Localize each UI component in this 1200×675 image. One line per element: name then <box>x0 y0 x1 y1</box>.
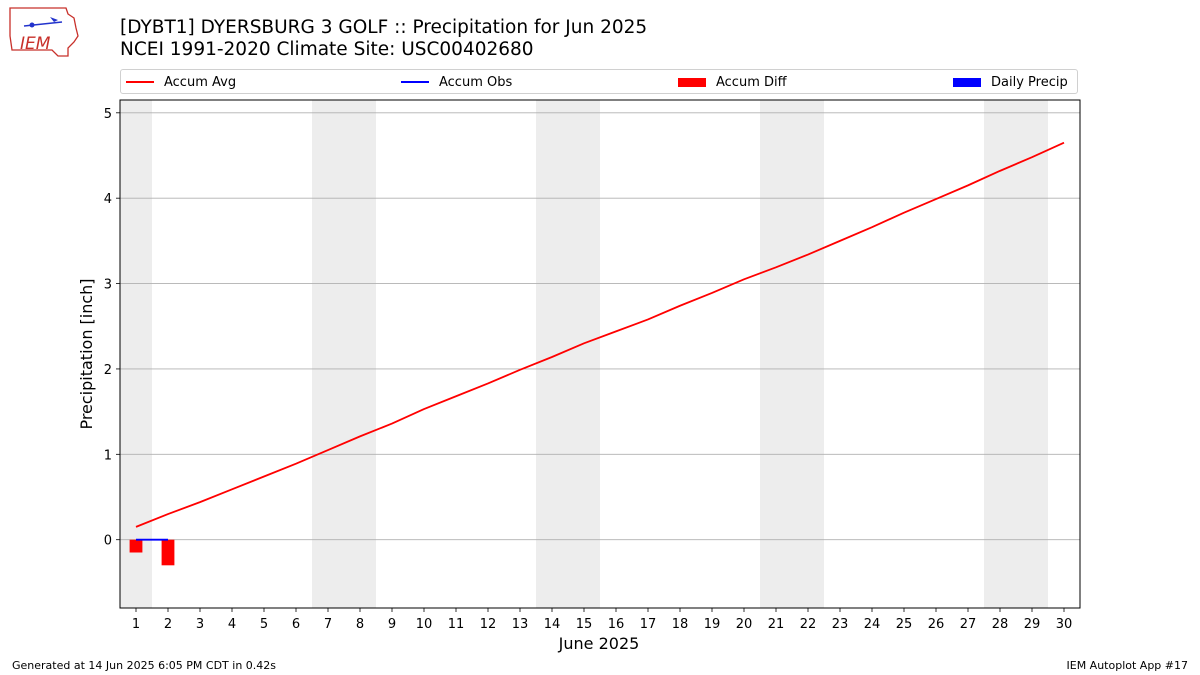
x-tick-label-28: 28 <box>992 617 1009 632</box>
x-axis-ticks: 1 2 3 4 5 6 7 8 9 10 11 12 13 14 15 16 17 18 19 20 21 22 23 24 2… <box>132 608 1072 632</box>
line-series <box>135 141 1065 541</box>
legend-item-accum-obs: Accum Obs <box>401 73 512 91</box>
chart-title-line2: NCEI 1991-2020 Climate Site: USC00402680 <box>120 39 534 60</box>
bar-accum-diff-day-2 <box>161 539 175 566</box>
legend-swatch-daily-precip <box>953 77 981 87</box>
legend-swatch-accum-obs <box>401 81 429 83</box>
x-tick-label-16: 16 <box>608 617 625 632</box>
x-tick-label-6: 6 <box>292 617 300 632</box>
weekend-band-1 <box>120 100 152 608</box>
x-tick-label-13: 13 <box>512 617 529 632</box>
weekend-shading <box>120 100 1048 608</box>
legend-label-accum-obs: Accum Obs <box>439 74 513 90</box>
x-tick-label-11: 11 <box>448 617 465 632</box>
chart-legend: Accum Avg Accum Obs Accum Diff Daily Pre… <box>120 69 1078 94</box>
x-tick-label-2: 2 <box>164 617 172 632</box>
weekend-band-3 <box>536 100 600 608</box>
x-tick-label-17: 17 <box>640 617 657 632</box>
x-tick-label-18: 18 <box>672 617 689 632</box>
bar-accum-diff-day-1 <box>129 539 143 553</box>
x-tick-label-3: 3 <box>196 617 204 632</box>
x-tick-label-4: 4 <box>228 617 236 632</box>
x-tick-label-22: 22 <box>800 617 817 632</box>
logo-text: IEM <box>20 34 51 54</box>
y-tick-label-4: 4 <box>104 192 112 207</box>
x-tick-label-30: 30 <box>1056 617 1073 632</box>
x-tick-label-8: 8 <box>356 617 364 632</box>
x-tick-label-21: 21 <box>768 617 785 632</box>
y-tick-label-2: 2 <box>104 363 112 378</box>
line-accum-avg <box>135 141 1065 528</box>
y-tick-label-1: 1 <box>104 448 112 463</box>
x-tick-label-14: 14 <box>544 617 561 632</box>
y-tick-label-0: 0 <box>104 534 112 549</box>
x-tick-label-23: 23 <box>832 617 849 632</box>
legend-label-accum-diff: Accum Diff <box>716 74 787 90</box>
bar-series <box>129 539 175 566</box>
x-tick-label-15: 15 <box>576 617 593 632</box>
x-tick-label-19: 19 <box>704 617 721 632</box>
iowa-state-outline-icon: IEM <box>9 7 79 57</box>
legend-label-daily-precip: Daily Precip <box>991 74 1068 90</box>
legend-swatch-accum-diff <box>678 77 706 87</box>
x-tick-label-24: 24 <box>864 617 881 632</box>
x-tick-label-27: 27 <box>960 617 977 632</box>
weekend-band-2 <box>312 100 376 608</box>
x-axis-label: June 2025 <box>558 634 640 653</box>
plot-frame <box>119 99 1081 609</box>
x-tick-label-20: 20 <box>736 617 753 632</box>
legend-label-accum-avg: Accum Avg <box>164 74 237 90</box>
legend-item-accum-diff: Accum Diff <box>678 73 787 91</box>
legend-item-daily-precip: Daily Precip <box>953 73 1068 91</box>
x-tick-label-26: 26 <box>928 617 945 632</box>
y-tick-label-5: 5 <box>104 107 112 122</box>
y-axis-label: Precipitation [inch] <box>77 278 96 429</box>
y-gridlines <box>120 112 1080 541</box>
y-axis-ticks: 0 1 2 3 4 5 <box>104 107 120 549</box>
x-tick-label-1: 1 <box>132 617 140 632</box>
x-tick-label-9: 9 <box>388 617 396 632</box>
y-tick-label-3: 3 <box>104 278 112 293</box>
weekend-band-4 <box>760 100 824 608</box>
iem-logo: IEM <box>8 6 80 60</box>
chart-title: [DYBT1] DYERSBURG 3 GOLF :: Precipitatio… <box>120 17 647 61</box>
x-tick-label-25: 25 <box>896 617 913 632</box>
weekend-band-5 <box>984 100 1048 608</box>
x-tick-label-7: 7 <box>324 617 332 632</box>
footer-app: IEM Autoplot App #17 <box>1066 659 1189 672</box>
x-tick-label-12: 12 <box>480 617 497 632</box>
chart-title-line1: [DYBT1] DYERSBURG 3 GOLF :: Precipitatio… <box>120 17 648 38</box>
x-tick-label-5: 5 <box>260 617 268 632</box>
x-tick-label-29: 29 <box>1024 617 1041 632</box>
legend-swatch-accum-avg <box>126 81 154 83</box>
legend-item-accum-avg: Accum Avg <box>126 73 236 91</box>
footer-generated: Generated at 14 Jun 2025 6:05 PM CDT in … <box>12 659 277 672</box>
x-tick-label-10: 10 <box>416 617 433 632</box>
